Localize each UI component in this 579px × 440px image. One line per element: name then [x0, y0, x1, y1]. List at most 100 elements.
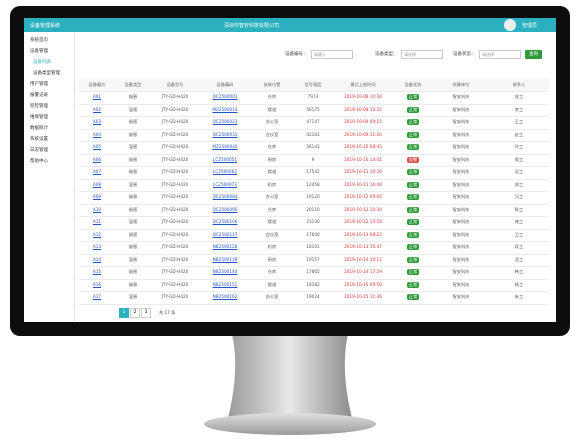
cell-link[interactable]: MZ2500014 — [212, 106, 238, 112]
table-row: A07 烟感 JTY-GD-H420 LC2500062 楼道 17542 2019-10-… — [79, 166, 549, 180]
cell-link[interactable]: QC2500001 — [212, 94, 238, 99]
cell-link[interactable]: A01 — [92, 94, 102, 99]
column-header: 设备编号 — [88, 82, 106, 87]
table-cell: 19120 — [306, 194, 320, 199]
cell-link[interactable]: A03 — [92, 119, 102, 124]
table-cell: 智安科技 — [452, 281, 470, 287]
table-cell: 褚工 — [514, 219, 524, 224]
table-cell: 温感 — [128, 219, 138, 224]
cell-link[interactable]: A08 — [92, 181, 102, 187]
search-button[interactable]: 查询 — [525, 50, 542, 59]
company-name: 深圳市智安科技有限公司 — [224, 23, 280, 29]
table-cell: 智安科技 — [452, 244, 470, 249]
menu-item[interactable]: 设备类型管理 — [33, 71, 60, 76]
column-header: 设备编码 — [216, 82, 234, 87]
table-cell: 2019-10-09 09:15 — [344, 119, 382, 124]
table-cell: 17640 — [306, 231, 320, 237]
cell-link[interactable]: QC2500084 — [212, 194, 238, 199]
table-cell: 智安科技 — [452, 194, 470, 199]
cell-link[interactable]: QC2500117 — [212, 231, 238, 237]
cell-link[interactable]: A06 — [92, 156, 102, 162]
cell-link[interactable]: A09 — [92, 194, 102, 199]
table-cell: 2019-10-08 10:32 — [344, 106, 382, 112]
cell-link[interactable]: A15 — [92, 269, 102, 274]
column-header: 信号强度 — [304, 82, 322, 87]
cell-link[interactable]: MZ2500042 — [212, 144, 238, 149]
table-cell: 会议室 — [265, 231, 279, 237]
table-row: A09 烟感 JTY-GD-H420 QC2500084 办公室 19120 2019-10… — [79, 191, 549, 205]
table-cell: 20110 — [306, 206, 320, 212]
cell-link[interactable]: NB2500162 — [212, 294, 238, 299]
filter-input[interactable]: 请输入 — [311, 50, 353, 59]
table-cell: 2019-10-11 16:40 — [344, 181, 382, 187]
menu-item[interactable]: 用户管理 — [30, 82, 48, 87]
menu-item[interactable]: 帮助中心 — [30, 159, 48, 164]
filter-label: 设备状态： — [453, 52, 476, 57]
cell-link[interactable]: A13 — [92, 244, 102, 249]
cell-link[interactable]: LC2500051 — [213, 156, 237, 162]
cell-link[interactable]: QC2500023 — [212, 119, 238, 124]
cell-link[interactable]: NB2500151 — [212, 281, 238, 287]
filter-input[interactable]: 请选择 — [479, 50, 521, 59]
menu-item[interactable]: 系统设置 — [30, 137, 48, 142]
menu-item[interactable]: 设备管理 — [30, 49, 48, 54]
table-cell: 智安科技 — [452, 94, 470, 99]
table-row: A14 温感 JTY-GD-H420 NB2500139 厨房 19157 2019-10-… — [79, 254, 549, 267]
cell-link[interactable]: QC2500095 — [212, 206, 238, 212]
table-cell: 温感 — [128, 106, 138, 112]
table-cell: JTY-GD-H420 — [161, 94, 189, 99]
table-cell: 智安科技 — [452, 231, 470, 237]
table-cell: 烟感 — [128, 231, 138, 237]
table-cell: 正常 — [393, 166, 433, 179]
page-button[interactable]: 3 — [141, 308, 151, 318]
page-button[interactable]: 1 — [119, 308, 129, 318]
cell-link[interactable]: QC2500106 — [212, 219, 238, 224]
table-cell: 2019-10-12 10:30 — [344, 206, 382, 212]
table-cell: 烟感 — [128, 194, 138, 199]
table-cell: 智安科技 — [452, 106, 470, 112]
table-cell: 正常 — [393, 104, 433, 117]
table-cell: 温感 — [128, 181, 138, 187]
cell-link[interactable]: A10 — [92, 206, 102, 212]
table-cell: 楼道 — [267, 219, 277, 224]
cell-link[interactable]: A11 — [92, 219, 102, 224]
cell-link[interactable]: QC2500031 — [212, 131, 238, 137]
cell-link[interactable]: NB2500140 — [212, 269, 238, 274]
table-cell: 2019-10-12 13:18 — [344, 219, 382, 224]
menu-item[interactable]: 数据统计 — [30, 126, 48, 131]
table-cell: 办公室 — [265, 119, 279, 124]
cell-link[interactable]: A02 — [92, 106, 102, 112]
cell-link[interactable]: NB2500128 — [212, 244, 238, 249]
menu-item[interactable]: 系统首页 — [30, 38, 48, 43]
status-badge: 正常 — [406, 119, 420, 125]
table-cell: JTY-GD-H420 — [161, 131, 189, 137]
table-cell: 机房 — [267, 244, 277, 249]
menu-item[interactable]: 设备列表 — [33, 60, 51, 65]
cell-link[interactable]: A12 — [92, 231, 102, 237]
menu-item[interactable]: 巡检管理 — [30, 104, 48, 109]
cell-link[interactable]: LC2500073 — [213, 181, 237, 187]
cell-link[interactable]: A14 — [92, 256, 102, 262]
table-cell: 烟感 — [128, 244, 138, 249]
table-cell: 冯工 — [514, 194, 524, 199]
table-cell: 楼道 — [267, 106, 277, 112]
filter-input[interactable]: 请选择 — [401, 50, 443, 59]
cell-link[interactable]: A04 — [92, 131, 102, 137]
cell-link[interactable]: A17 — [92, 294, 102, 299]
menu-item[interactable]: 日志管理 — [30, 148, 48, 153]
menu-item[interactable]: 维保管理 — [30, 115, 48, 120]
avatar[interactable] — [504, 19, 516, 31]
table-row: A17 温感 JTY-GD-H420 NB2500162 办公室 19024 2019-10… — [79, 291, 549, 305]
menu-item[interactable]: 报警记录 — [30, 93, 48, 98]
cell-link[interactable]: A05 — [92, 144, 102, 149]
table-cell: 楼道 — [267, 169, 277, 174]
cell-link[interactable]: LC2500062 — [213, 169, 237, 174]
table-cell: 仓库 — [267, 94, 277, 99]
page-button[interactable]: 2 — [130, 308, 140, 318]
cell-link[interactable]: NB2500139 — [212, 256, 238, 262]
table-cell: 孙工 — [514, 144, 524, 149]
table-cell: 机房 — [267, 181, 277, 187]
cell-link[interactable]: A16 — [92, 281, 102, 287]
user-name[interactable]: 管理员 — [522, 23, 538, 29]
cell-link[interactable]: A07 — [92, 169, 102, 174]
